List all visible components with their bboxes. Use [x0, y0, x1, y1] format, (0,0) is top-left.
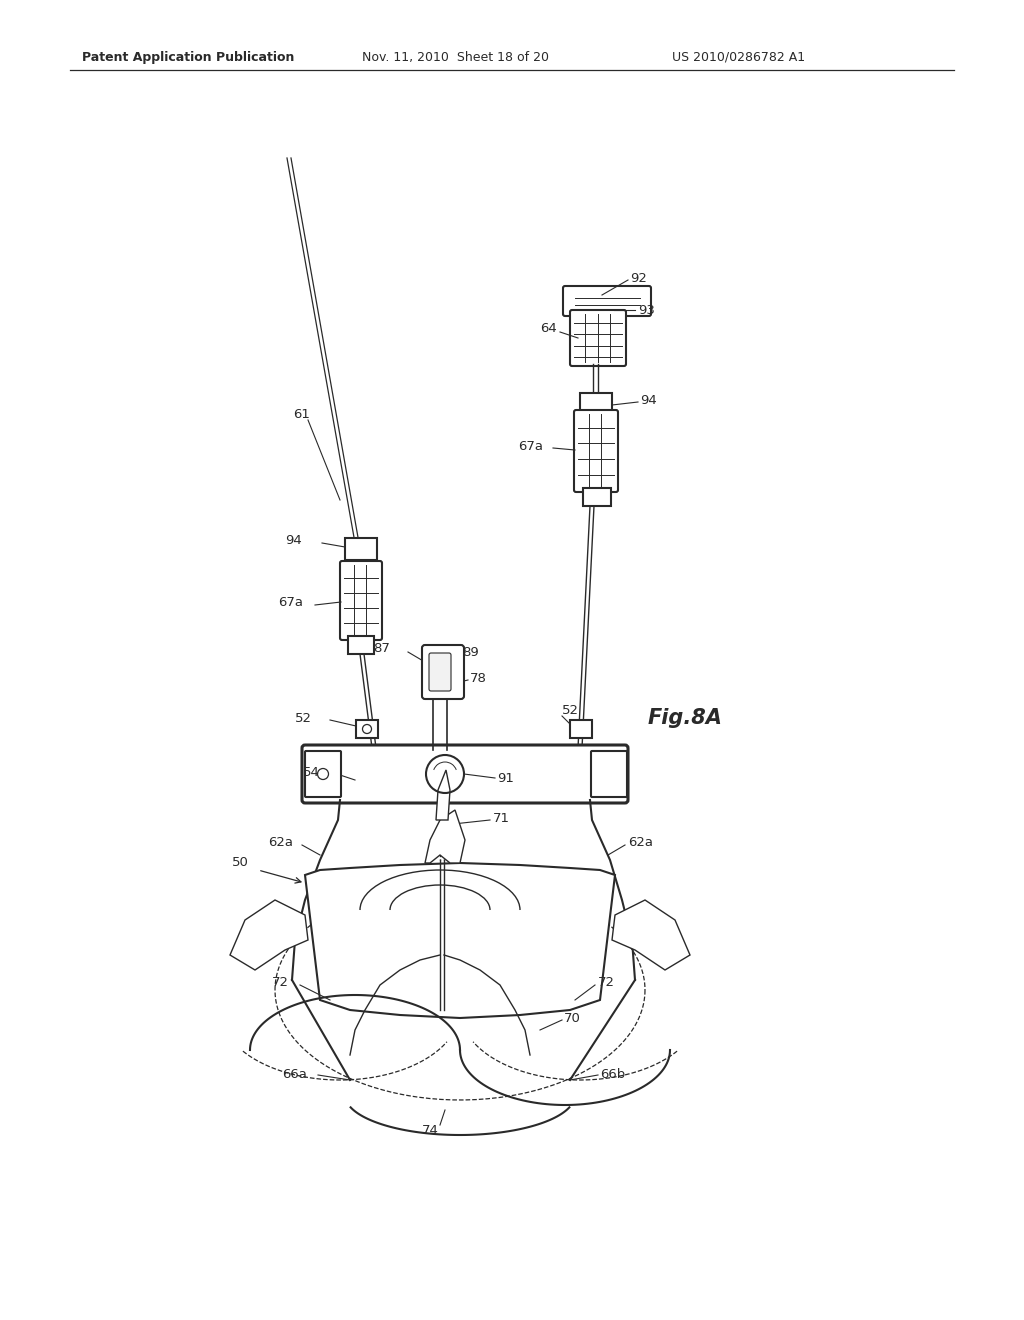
- Text: Fig.8A: Fig.8A: [648, 708, 723, 729]
- Text: 94: 94: [640, 393, 656, 407]
- Text: 94: 94: [285, 533, 302, 546]
- Text: 93: 93: [638, 304, 655, 317]
- Text: US 2010/0286782 A1: US 2010/0286782 A1: [672, 50, 805, 63]
- Text: 50: 50: [232, 857, 249, 870]
- Text: 54: 54: [303, 767, 319, 780]
- FancyBboxPatch shape: [563, 286, 651, 315]
- Circle shape: [426, 755, 464, 793]
- Text: 61: 61: [293, 408, 310, 421]
- Text: 74: 74: [422, 1123, 439, 1137]
- FancyBboxPatch shape: [570, 310, 626, 366]
- Text: 72: 72: [272, 975, 289, 989]
- Polygon shape: [425, 810, 465, 863]
- Text: 71: 71: [493, 812, 510, 825]
- Text: 64: 64: [540, 322, 557, 335]
- FancyBboxPatch shape: [574, 411, 618, 492]
- Text: 91: 91: [497, 771, 514, 784]
- Text: 62a: 62a: [628, 836, 653, 849]
- FancyBboxPatch shape: [422, 645, 464, 700]
- Text: 72: 72: [598, 975, 615, 989]
- Bar: [345, 539, 377, 560]
- Text: 78: 78: [470, 672, 486, 685]
- Polygon shape: [436, 770, 450, 820]
- FancyBboxPatch shape: [429, 653, 451, 690]
- FancyBboxPatch shape: [340, 561, 382, 640]
- Bar: [356, 719, 378, 738]
- Bar: [570, 719, 592, 738]
- Text: 62a: 62a: [268, 836, 293, 849]
- Text: 87: 87: [373, 642, 390, 655]
- FancyBboxPatch shape: [591, 751, 627, 797]
- Text: 67a: 67a: [518, 441, 543, 454]
- Text: 66a: 66a: [282, 1068, 307, 1081]
- Text: 52: 52: [562, 704, 579, 717]
- FancyBboxPatch shape: [305, 751, 341, 797]
- Text: 67a: 67a: [278, 597, 303, 610]
- Text: 92: 92: [630, 272, 647, 285]
- Text: 70: 70: [564, 1011, 581, 1024]
- Text: 52: 52: [295, 711, 312, 725]
- Polygon shape: [305, 863, 615, 1018]
- Text: Nov. 11, 2010  Sheet 18 of 20: Nov. 11, 2010 Sheet 18 of 20: [362, 50, 549, 63]
- Polygon shape: [612, 900, 690, 970]
- Bar: [583, 488, 611, 506]
- Text: 89: 89: [462, 645, 479, 659]
- Text: Patent Application Publication: Patent Application Publication: [82, 50, 294, 63]
- Polygon shape: [230, 900, 308, 970]
- Bar: [580, 393, 612, 413]
- Bar: [348, 636, 374, 653]
- Text: 66b: 66b: [600, 1068, 626, 1081]
- FancyBboxPatch shape: [302, 744, 628, 803]
